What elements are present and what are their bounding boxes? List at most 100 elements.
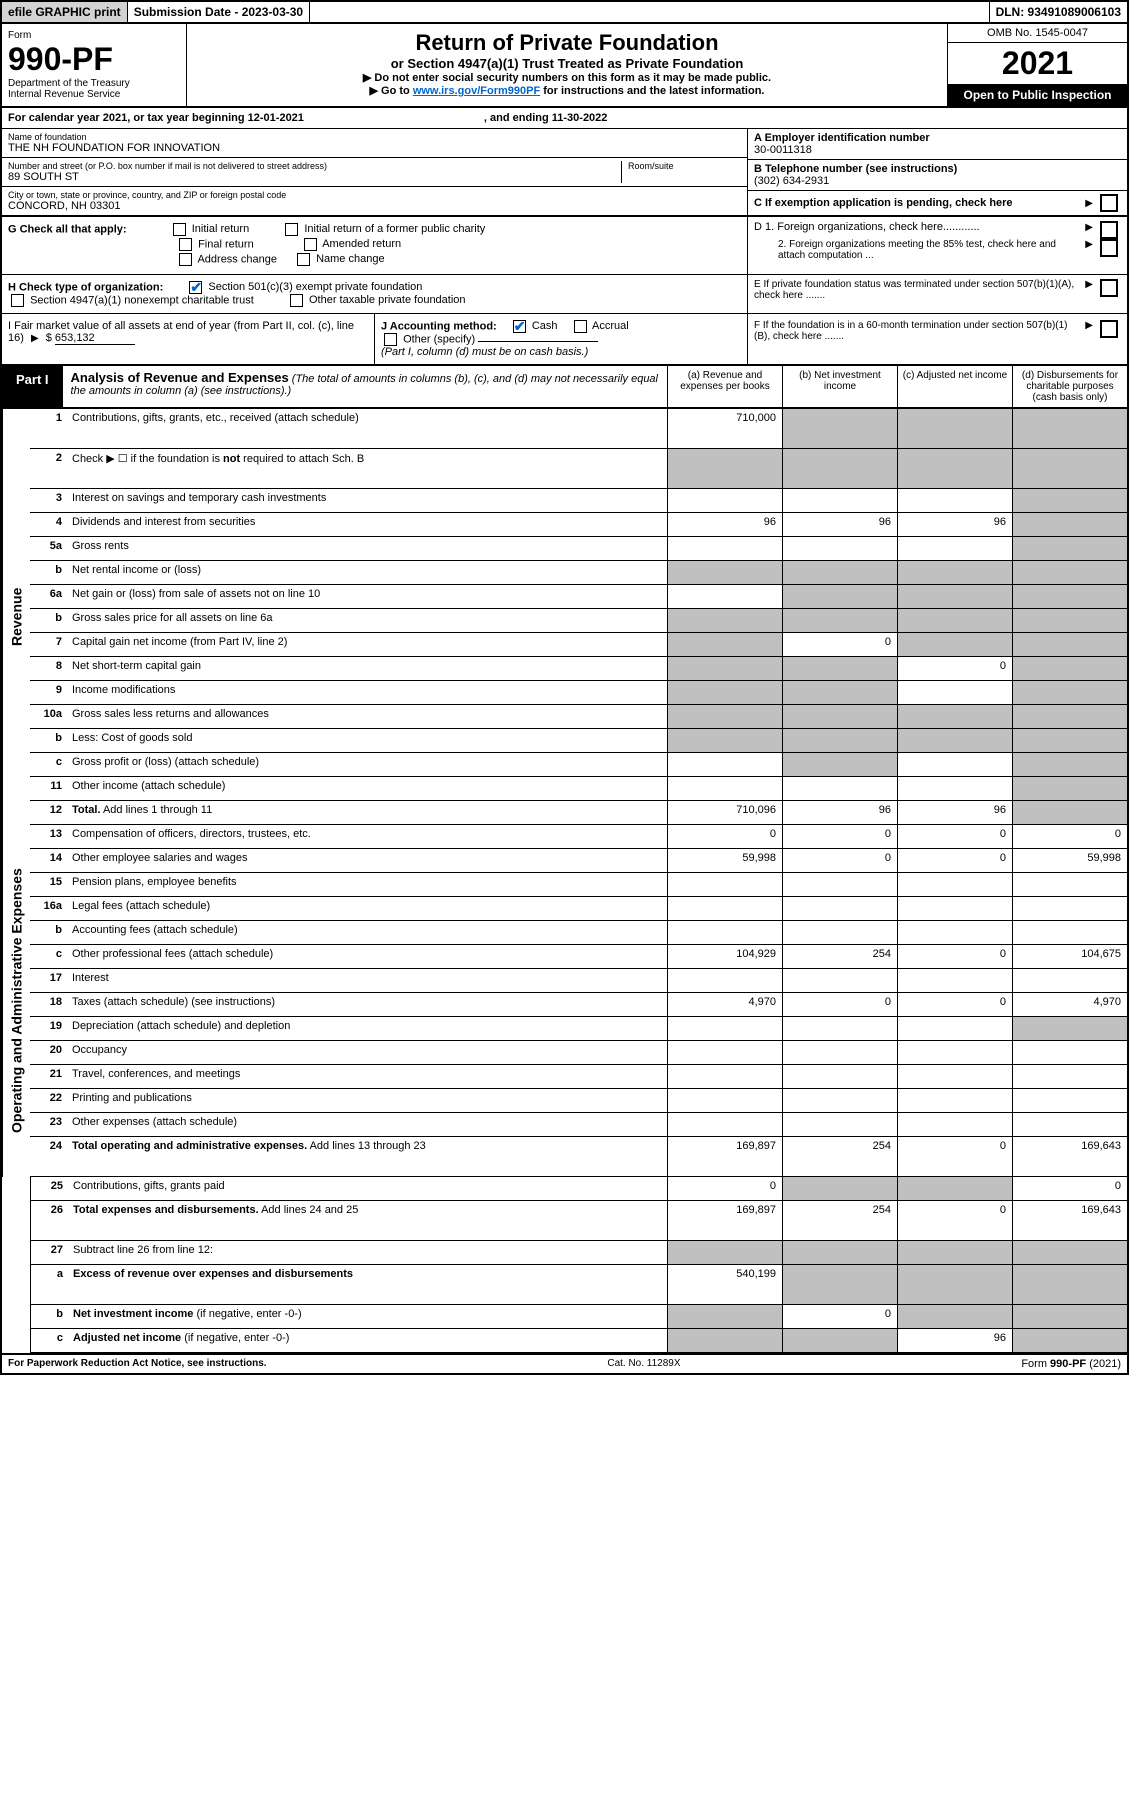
expense-sidelabel: Operating and Administrative Expenses (2, 825, 30, 1177)
cb-name-change[interactable] (297, 253, 310, 266)
linetext-16a: Legal fees (attach schedule) (68, 897, 667, 920)
cell-11-b (782, 777, 897, 800)
cell-10a-b (782, 705, 897, 728)
header-left: Form 990-PF Department of the Treasury I… (2, 24, 187, 106)
cell-20-a (667, 1041, 782, 1064)
line-14: 14 Other employee salaries and wages 59,… (30, 849, 1127, 873)
linenum-23: 23 (30, 1113, 68, 1136)
cell-27a-a: 540,199 (667, 1265, 782, 1304)
cb-other-taxable[interactable] (290, 294, 303, 307)
cell-27-a (667, 1241, 782, 1264)
ein-row: A Employer identification number 30-0011… (748, 129, 1127, 160)
opt-501c3: Section 501(c)(3) exempt private foundat… (208, 281, 422, 293)
form-link[interactable]: www.irs.gov/Form990PF (413, 85, 540, 97)
info-box: Name of foundation THE NH FOUNDATION FOR… (2, 129, 1127, 217)
cb-cash[interactable] (513, 320, 526, 333)
cell-16a-c (897, 897, 1012, 920)
linenum-10b: b (30, 729, 68, 752)
other-specify-input[interactable] (478, 341, 598, 342)
cb-amended[interactable] (304, 238, 317, 251)
cell-3-d (1012, 489, 1127, 512)
cell-16c-c: 0 (897, 945, 1012, 968)
cell-11-c (897, 777, 1012, 800)
page-footer: For Paperwork Reduction Act Notice, see … (2, 1353, 1127, 1373)
open-public: Open to Public Inspection (948, 84, 1127, 106)
cell-10b-c (897, 729, 1012, 752)
cb-4947[interactable] (11, 294, 24, 307)
line-27: 27 Subtract line 26 from line 12: (31, 1241, 1127, 1265)
cell-27c-d (1012, 1329, 1127, 1352)
linetext-21: Travel, conferences, and meetings (68, 1065, 667, 1088)
instr-2: ▶ Go to www.irs.gov/Form990PF for instru… (193, 84, 941, 97)
g-right: D 1. Foreign organizations, check here..… (747, 217, 1127, 274)
revenue-table: Revenue 1 Contributions, gifts, grants, … (2, 409, 1127, 825)
line-10c: c Gross profit or (loss) (attach schedul… (30, 753, 1127, 777)
revenue-rows: 1 Contributions, gifts, grants, etc., re… (30, 409, 1127, 825)
cell-18-b: 0 (782, 993, 897, 1016)
top-bar: efile GRAPHIC print Submission Date - 20… (2, 2, 1127, 24)
linenum-27b: b (31, 1305, 69, 1328)
j-note: (Part I, column (d) must be on cash basi… (381, 346, 741, 358)
city-state-zip: CONCORD, NH 03301 (8, 200, 741, 212)
cb-d2[interactable] (1100, 239, 1118, 257)
cell-24-b: 254 (782, 1137, 897, 1176)
line-12: 12 Total. Add lines 1 through 11 710,096… (30, 801, 1127, 825)
cb-accrual[interactable] (574, 320, 587, 333)
linetext-16c: Other professional fees (attach schedule… (68, 945, 667, 968)
cell-9-a (667, 681, 782, 704)
part1-tab: Part I (2, 366, 63, 407)
cell-10b-a (667, 729, 782, 752)
cb-final-return[interactable] (179, 238, 192, 251)
pending-checkbox[interactable] (1100, 194, 1118, 212)
arrow-icon (1085, 239, 1093, 261)
line-16a: 16a Legal fees (attach schedule) (30, 897, 1127, 921)
cell-27-b (782, 1241, 897, 1264)
opt-final-return: Final return (198, 238, 254, 250)
header-center: Return of Private Foundation or Section … (187, 24, 947, 106)
j-label: J Accounting method: (381, 320, 497, 332)
linetext-10a: Gross sales less returns and allowances (68, 705, 667, 728)
cell-4-c: 96 (897, 513, 1012, 536)
linenum-27a: a (31, 1265, 69, 1304)
cb-address-change[interactable] (179, 253, 192, 266)
cell-2-b (782, 449, 897, 488)
cb-e[interactable] (1100, 279, 1118, 297)
cell-16c-d: 104,675 (1012, 945, 1127, 968)
linenum-16b: b (30, 921, 68, 944)
cb-other-method[interactable] (384, 333, 397, 346)
cb-initial-public[interactable] (285, 223, 298, 236)
cell-19-c (897, 1017, 1012, 1040)
cb-501c3[interactable] (189, 281, 202, 294)
h-label: H Check type of organization: (8, 281, 163, 293)
cell-20-c (897, 1041, 1012, 1064)
cb-d1[interactable] (1100, 221, 1118, 239)
line-11: 11 Other income (attach schedule) (30, 777, 1127, 801)
cb-f[interactable] (1100, 320, 1118, 338)
cell-27-c (897, 1241, 1012, 1264)
cb-initial-return[interactable] (173, 223, 186, 236)
linenum-4: 4 (30, 513, 68, 536)
cell-16b-a (667, 921, 782, 944)
line-13: 13 Compensation of officers, directors, … (30, 825, 1127, 849)
linetext-12: Total. Add lines 1 through 11 (68, 801, 667, 824)
cell-4-a: 96 (667, 513, 782, 536)
room-label: Room/suite (628, 161, 741, 171)
omb-number: OMB No. 1545-0047 (948, 24, 1127, 43)
line-6b: b Gross sales price for all assets on li… (30, 609, 1127, 633)
linetext-20: Occupancy (68, 1041, 667, 1064)
line-16b: b Accounting fees (attach schedule) (30, 921, 1127, 945)
cell-5a-d (1012, 537, 1127, 560)
cell-21-b (782, 1065, 897, 1088)
linetext-22: Printing and publications (68, 1089, 667, 1112)
opt-initial-return: Initial return (192, 223, 249, 235)
linetext-14: Other employee salaries and wages (68, 849, 667, 872)
cell-14-c: 0 (897, 849, 1012, 872)
cell-15-a (667, 873, 782, 896)
linetext-27c: Adjusted net income (if negative, enter … (69, 1329, 667, 1352)
cell-27c-c: 96 (897, 1329, 1012, 1352)
linenum-27c: c (31, 1329, 69, 1352)
form-header: Form 990-PF Department of the Treasury I… (2, 24, 1127, 108)
cell-16b-d (1012, 921, 1127, 944)
cell-25-b (782, 1177, 897, 1200)
phone-label: B Telephone number (see instructions) (754, 163, 1121, 175)
